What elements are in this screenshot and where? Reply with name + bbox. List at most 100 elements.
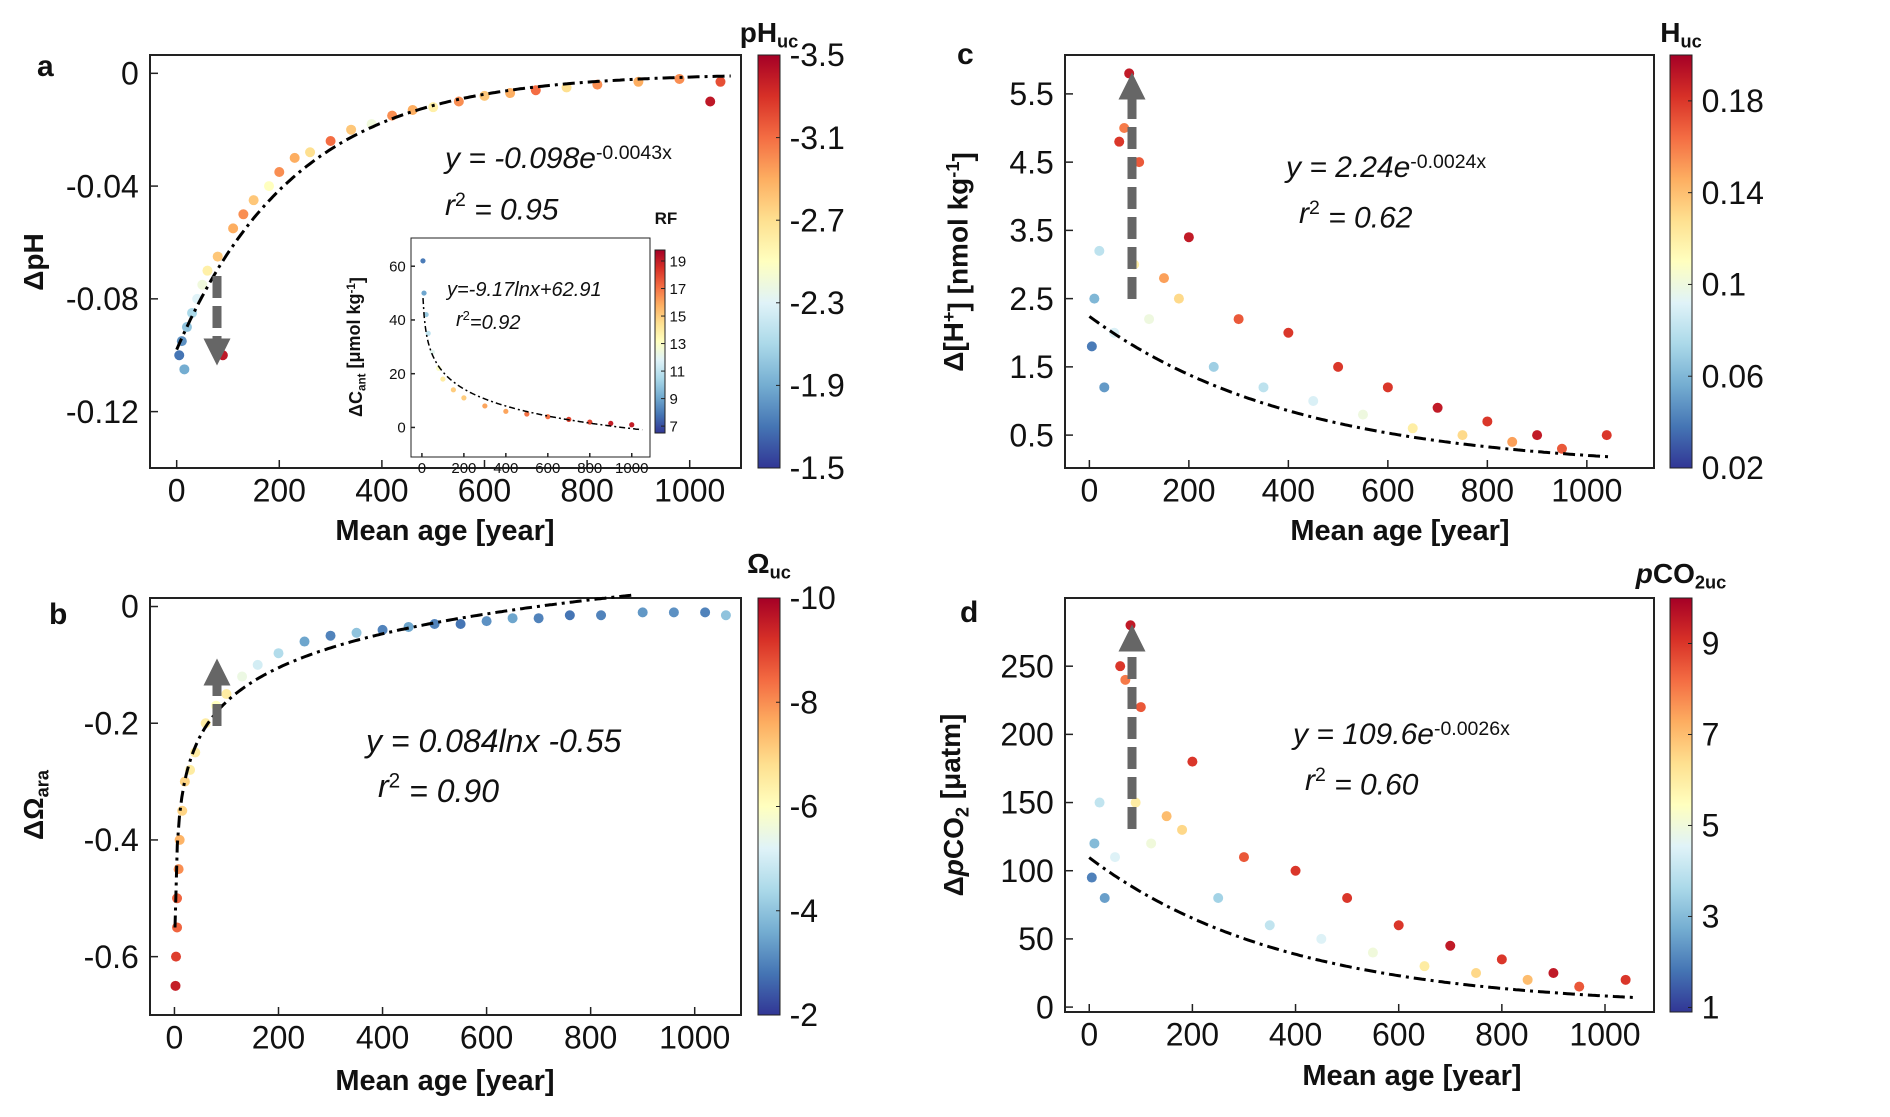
plot-area <box>149 597 742 1016</box>
panel-label: a <box>37 50 54 83</box>
y-axis-label-part: ΔC <box>346 391 366 417</box>
colorbar-title: pHuc <box>740 17 799 51</box>
fit-curve <box>422 298 643 431</box>
colorbar-title-part: p <box>1635 558 1653 589</box>
y-axis-label-part: ΔΩ <box>18 797 49 840</box>
colorbar-tick-label: -3.1 <box>790 120 845 156</box>
point <box>1089 293 1100 304</box>
y-axis-label-part: ΔpH <box>18 233 49 290</box>
colorbar <box>1669 54 1693 469</box>
x-tick-label: 200 <box>1166 1017 1219 1053</box>
colorbar-tick-label: -3.5 <box>790 37 845 73</box>
x-tick-label: 800 <box>577 460 602 477</box>
colorbar-title: pCO2uc <box>1635 558 1726 592</box>
y-tick-label: 200 <box>1000 717 1053 753</box>
point <box>248 195 259 206</box>
point <box>1445 940 1456 951</box>
y-tick-label: 0 <box>121 589 139 625</box>
point <box>637 607 648 618</box>
point <box>179 364 190 375</box>
point <box>700 607 711 618</box>
x-tick-label: 600 <box>1361 473 1414 509</box>
colorbar-tick-label: 7 <box>670 418 678 435</box>
x-tick-label: 1000 <box>615 460 648 477</box>
point <box>1283 327 1294 338</box>
colorbar <box>1669 597 1693 1013</box>
point <box>421 290 427 296</box>
colorbar-title: Ωuc <box>747 548 791 582</box>
colorbar-tick-label: 0.14 <box>1702 175 1764 211</box>
fit-r2-part: = 0.95 <box>466 194 559 227</box>
fit-equation: y = 109.6e-0.0026x <box>1291 718 1510 751</box>
x-tick-label: 1000 <box>1551 473 1622 509</box>
point <box>1556 443 1567 454</box>
colorbar-tick-label: 9 <box>1702 626 1720 662</box>
colorbar-title-part: Ω <box>747 548 769 579</box>
colorbar-tick-label: -2.7 <box>790 202 845 238</box>
point <box>455 619 466 630</box>
y-axis-label-part: CO <box>938 817 969 859</box>
colorbar-tick-label: 17 <box>670 281 687 298</box>
colorbar-tick-label: -1.9 <box>790 368 845 404</box>
x-tick-label: 400 <box>355 473 408 509</box>
fit-curve <box>175 74 731 351</box>
point <box>1086 872 1097 883</box>
point <box>440 376 446 382</box>
point <box>252 659 263 670</box>
fit-r2-part: r <box>378 768 390 804</box>
y-axis-label-part: ] [nmol kg <box>942 178 973 312</box>
point <box>174 350 185 361</box>
plot-area <box>1064 54 1655 469</box>
point <box>705 96 716 107</box>
y-axis-label-part: ara <box>32 769 52 797</box>
colorbar-tick-label: 7 <box>1702 717 1720 753</box>
fit-r2: r2 = 0.95 <box>445 189 559 227</box>
x-tick-label: 1000 <box>1569 1017 1640 1053</box>
x-tick-label: 200 <box>253 473 306 509</box>
point <box>674 73 685 84</box>
point <box>1316 933 1327 944</box>
colorbar-tick-label: -10 <box>790 580 836 616</box>
fit-r2-part: 2 <box>389 770 401 793</box>
fit-r2-part: = 0.60 <box>1326 769 1419 802</box>
y-tick-label: -0.2 <box>84 705 139 741</box>
colorbar-tick-label: 5 <box>1702 808 1720 844</box>
point <box>533 613 544 624</box>
point <box>1258 382 1269 393</box>
x-tick-label: 200 <box>1162 473 1215 509</box>
x-tick-label: 0 <box>168 473 186 509</box>
colorbar-title-part: RF <box>655 209 678 228</box>
point <box>1233 314 1244 325</box>
panel-label: b <box>49 598 67 631</box>
point <box>237 671 248 682</box>
colorbar-tick-label: 0.18 <box>1702 83 1764 119</box>
point <box>1393 920 1404 931</box>
colorbar-tick-label: -6 <box>790 789 818 825</box>
fit-r2-part: r <box>1299 197 1310 230</box>
point <box>289 152 300 163</box>
y-axis-label-part: p <box>938 859 969 877</box>
colorbar-title-part: uc <box>777 31 798 51</box>
point <box>1507 436 1518 447</box>
fit-equation: y = 0.084lnx -0.55 <box>364 723 621 759</box>
y-axis-label-part: Δ <box>938 876 969 896</box>
point <box>403 621 414 632</box>
point <box>377 624 388 635</box>
y-tick-label: 100 <box>1000 853 1053 889</box>
point <box>587 419 593 425</box>
point <box>1333 361 1344 372</box>
point <box>1522 974 1533 985</box>
y-axis-label-part: [μmol kg <box>344 293 364 373</box>
x-tick-label: 200 <box>451 460 476 477</box>
fit-equation-part: y = 109.6e <box>1291 718 1434 751</box>
point <box>1144 314 1155 325</box>
x-tick-label: 1000 <box>654 473 725 509</box>
x-tick-label: 400 <box>1269 1017 1322 1053</box>
point <box>1496 954 1507 965</box>
y-axis-label-part: ] <box>947 152 978 161</box>
point <box>1532 430 1543 441</box>
point <box>1208 361 1219 372</box>
x-axis-label-part: Mean age [year] <box>335 515 554 547</box>
y-axis-label-part: 2 <box>952 807 972 817</box>
